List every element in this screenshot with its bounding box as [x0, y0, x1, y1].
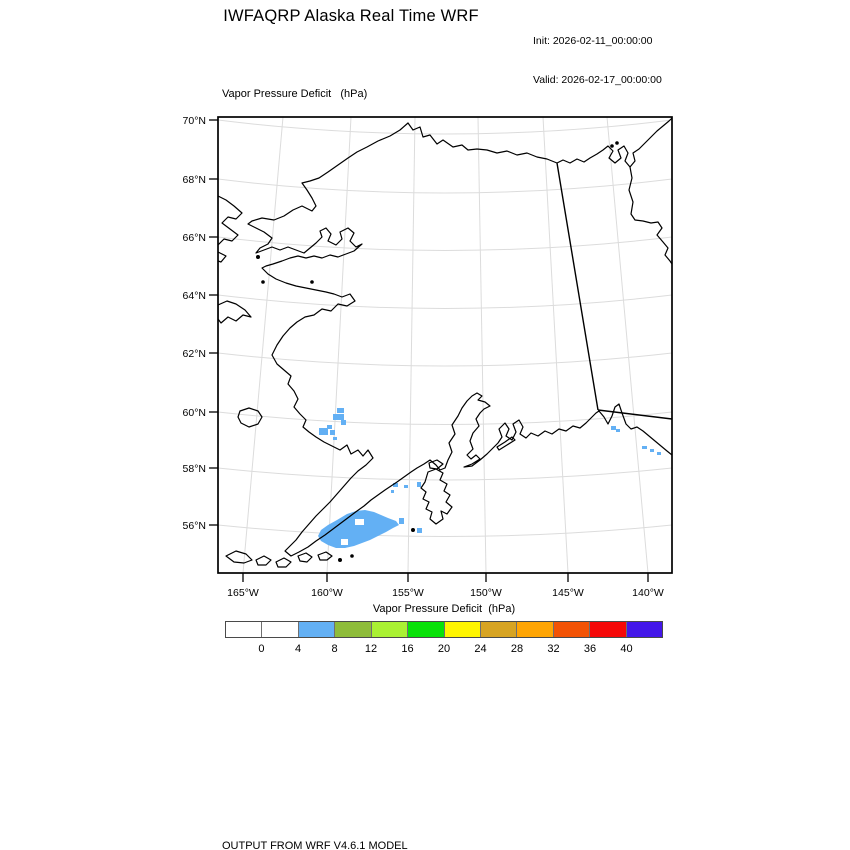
vpd-patch — [341, 420, 346, 425]
small-island — [310, 280, 314, 284]
lon-tick-label: 165°W — [227, 587, 259, 599]
colorbar-cell — [590, 622, 627, 637]
canada-border — [556, 162, 672, 420]
vpd-patch — [642, 446, 647, 449]
model-version-line: OUTPUT FROM WRF V4.6.1 MODEL — [222, 840, 408, 850]
colorbar-label: 4 — [294, 643, 302, 655]
lon-tick-label: 150°W — [470, 587, 502, 599]
colorbar-label: 8 — [331, 643, 338, 655]
lat-tick-label: 68°N — [183, 174, 206, 186]
colorbar-cell — [408, 622, 445, 637]
colorbar-cell — [335, 622, 372, 637]
lon-tick-label: 140°W — [632, 587, 664, 599]
vpd-patch — [611, 426, 616, 430]
colorbar-label: 24 — [474, 643, 487, 655]
vpd-patch — [657, 452, 661, 455]
colorbar-cell — [444, 622, 481, 637]
colorbar-label: 28 — [510, 643, 524, 655]
lat-tick-label: 62°N — [183, 348, 206, 360]
vpd-patch — [333, 437, 337, 440]
run-info: Init: 2026-02-11_00:00:00 Valid: 2026-02… — [533, 9, 662, 113]
kodiak-island — [420, 468, 453, 525]
map-plot: 70°N 68°N 66°N 64°N 62°N 60°N 58°N 56°N … — [183, 115, 673, 599]
lat-tick-label: 58°N — [183, 463, 206, 475]
init-time: Init: 2026-02-11_00:00:00 — [533, 35, 653, 47]
lat-tick-label: 70°N — [183, 115, 206, 127]
vpd-patch-peninsula — [318, 510, 399, 548]
vpd-patch — [391, 490, 394, 493]
vpd-fill-regions — [318, 408, 661, 548]
colorbar — [225, 621, 663, 638]
lat-tick-label: 64°N — [183, 290, 206, 302]
colorbar-label: 32 — [547, 643, 560, 655]
colorbar-label: 20 — [437, 643, 451, 655]
small-island — [338, 557, 343, 562]
colorbar-label: 16 — [401, 643, 414, 655]
coastlines — [218, 117, 672, 568]
lat-tick-label: 56°N — [183, 520, 206, 532]
colorbar-label: 0 — [258, 643, 265, 655]
vpd-patch — [404, 485, 408, 488]
colorbar-cell — [626, 622, 663, 637]
aleutian-islands — [225, 550, 333, 568]
lat-axis-labels: 70°N 68°N 66°N 64°N 62°N 60°N 58°N 56°N — [183, 115, 206, 532]
lat-tick-label: 66°N — [183, 232, 206, 244]
colorbar-label: 12 — [364, 643, 378, 655]
colorbar-cell — [517, 622, 554, 637]
lon-tick-label: 160°W — [311, 587, 343, 599]
vpd-patch — [616, 429, 620, 432]
vpd-fill-holes — [341, 519, 364, 545]
small-island — [350, 554, 354, 558]
lat-tick-label: 60°N — [183, 407, 206, 419]
lon-tick-label: 145°W — [552, 587, 584, 599]
colorbar-label: 36 — [583, 643, 597, 655]
vpd-patch — [417, 528, 422, 533]
colorbar-cell — [553, 622, 591, 637]
vpd-patch — [417, 482, 421, 487]
arctic-coast-east — [407, 117, 672, 168]
model-info-footer: OUTPUT FROM WRF V4.6.1 MODEL WE = 225 ; … — [222, 813, 655, 850]
page-title: IWFAQRP Alaska Real Time WRF — [223, 7, 479, 25]
valid-time: Valid: 2026-02-17_00:00:00 — [533, 74, 662, 86]
colorbar-title: Vapor Pressure Deficit (hPa) — [372, 603, 516, 615]
small-island — [615, 141, 619, 145]
vpd-patch — [319, 428, 328, 435]
alaska-mainland-coast — [247, 122, 672, 557]
vpd-patch — [333, 414, 344, 420]
afognak-island — [428, 459, 444, 470]
montague-island — [496, 436, 516, 451]
st-lawrence-island — [218, 300, 252, 324]
small-island — [256, 255, 261, 260]
colorbar-cell — [298, 622, 336, 637]
vpd-patch — [327, 425, 332, 429]
nunivak-island — [237, 407, 263, 428]
vpd-patch — [399, 518, 404, 524]
graticule — [218, 117, 672, 573]
map-frame — [217, 116, 673, 574]
colorbar-cell — [480, 622, 518, 637]
small-island — [610, 144, 614, 148]
colorbar-label: 40 — [620, 643, 633, 655]
colorbar-cell — [226, 622, 263, 637]
vpd-patch — [330, 430, 335, 435]
colorbar-cell — [262, 622, 299, 637]
small-island — [411, 527, 416, 532]
vpd-patch — [337, 408, 344, 413]
lon-tick-label: 155°W — [392, 587, 424, 599]
vpd-patch — [650, 449, 654, 452]
chukotka-coast — [218, 195, 243, 246]
mackenzie-coast — [628, 166, 672, 265]
lon-axis-labels: 165°W 160°W 155°W 150°W 145°W 140°W — [227, 587, 664, 599]
field-label: Vapor Pressure Deficit (hPa) — [222, 88, 368, 100]
colorbar-cell — [371, 622, 409, 637]
colorbar-labels: 0 4 8 12 16 20 24 28 32 36 40 — [225, 643, 663, 657]
vpd-patch — [393, 483, 398, 487]
small-island — [261, 280, 265, 284]
chukotka-cape — [218, 251, 227, 263]
axis-ticks — [209, 119, 649, 582]
